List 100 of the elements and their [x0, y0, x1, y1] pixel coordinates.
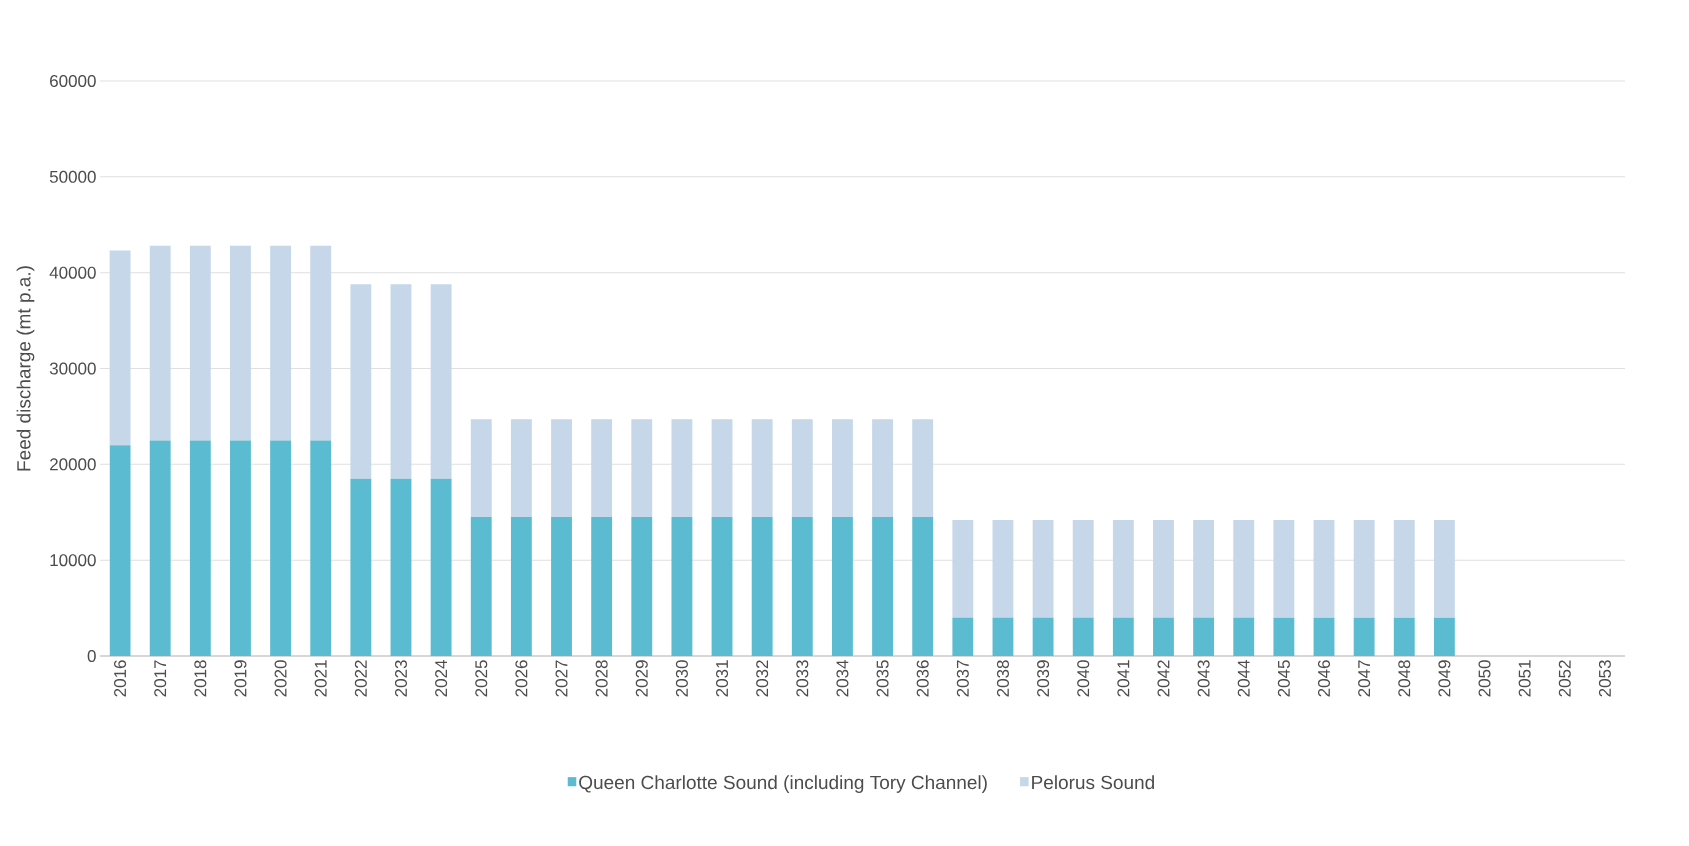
y-tick-label: 40000: [49, 266, 96, 279]
bar: [230, 245, 251, 441]
bar: [350, 284, 372, 479]
x-tick-label: 2032: [756, 660, 769, 697]
x-tick-label: 2035: [876, 660, 889, 697]
x-tick-label: 2038: [996, 660, 1009, 697]
bar: [671, 517, 693, 656]
x-tick-label: 2042: [1157, 660, 1170, 697]
x-tick-label: 2045: [1277, 660, 1290, 697]
x-tick-label: 2047: [1358, 660, 1371, 697]
bar: [671, 419, 693, 518]
bar: [1072, 519, 1094, 618]
x-tick-label: 2044: [1237, 660, 1250, 697]
x-tick-label: 2033: [796, 660, 809, 697]
y-tick-label: 30000: [49, 362, 96, 375]
bar: [1313, 617, 1335, 656]
bar: [310, 440, 332, 656]
bar: [1433, 519, 1455, 618]
bar: [912, 419, 934, 518]
bar: [1112, 519, 1134, 618]
bar: [551, 517, 572, 656]
bar: [510, 517, 532, 656]
bar: [1153, 519, 1174, 618]
bar: [470, 419, 492, 518]
bar: [1313, 519, 1335, 618]
bar: [791, 419, 813, 518]
x-tick-label: 2017: [154, 660, 167, 697]
y-tick-label: 20000: [50, 458, 96, 471]
bar: [1233, 617, 1255, 656]
bar: [189, 440, 211, 656]
x-tick-label: 2050: [1478, 660, 1491, 697]
x-tick-label: 2034: [836, 660, 849, 697]
bar: [109, 445, 131, 656]
bar: [390, 284, 412, 479]
y-tick-label: 60000: [50, 74, 96, 88]
bar: [1072, 617, 1094, 656]
x-tick-label: 2026: [515, 660, 528, 697]
bar: [1032, 617, 1054, 656]
x-tick-label: 2036: [916, 660, 929, 697]
bar: [1193, 519, 1215, 618]
legend-label: Pelorus Sound: [1032, 775, 1154, 790]
bar: [109, 250, 131, 446]
y-tick-label: 0: [87, 649, 96, 663]
x-tick-label: 2039: [1037, 660, 1050, 697]
bar: [952, 617, 974, 656]
bar: [1353, 519, 1375, 618]
bar: [831, 517, 853, 656]
bar: [872, 419, 893, 518]
bar: [551, 419, 572, 518]
bar: [1393, 617, 1415, 656]
x-tick-label: 2016: [114, 660, 127, 697]
x-tick-label: 2051: [1518, 660, 1531, 697]
bar: [270, 245, 292, 441]
legend-label: Queen Charlotte Sound (including Tory Channel): [579, 775, 987, 793]
bar: [350, 478, 372, 656]
x-tick-label: 2023: [394, 660, 408, 697]
x-tick-label: 2029: [635, 660, 648, 697]
x-tick-label: 2037: [956, 660, 969, 697]
bar: [1112, 617, 1134, 656]
x-tick-label: 2019: [234, 660, 247, 697]
bar: [1193, 617, 1215, 656]
bar: [1273, 519, 1295, 618]
bar: [1233, 519, 1255, 618]
bar: [390, 478, 412, 656]
x-tick-label: 2022: [354, 660, 367, 697]
bar: [711, 517, 733, 656]
bar: [1273, 617, 1295, 656]
bar: [510, 419, 532, 518]
bar: [1032, 519, 1054, 618]
bar: [430, 478, 452, 656]
x-tick-label: 2053: [1598, 660, 1611, 697]
bar: [430, 284, 452, 479]
x-tick-label: 2049: [1438, 660, 1451, 697]
bar: [1433, 617, 1455, 656]
bar: [470, 517, 492, 656]
bar: [1353, 617, 1375, 656]
bar: [1393, 519, 1415, 618]
y-tick-label: 50000: [49, 170, 96, 183]
bar: [189, 245, 211, 441]
y-tick-label: 10000: [50, 554, 96, 567]
x-tick-label: 2046: [1317, 660, 1331, 697]
bar: [591, 517, 613, 656]
bar: [270, 440, 292, 656]
bar: [992, 617, 1014, 656]
x-tick-label: 2043: [1197, 660, 1210, 697]
bar: [912, 517, 934, 656]
x-tick-label: 2024: [435, 660, 448, 697]
bar: [952, 519, 974, 618]
x-tick-label: 2027: [555, 660, 568, 697]
x-tick-label: 2025: [475, 660, 488, 697]
bar: [149, 440, 171, 656]
bar: [992, 519, 1014, 618]
x-tick-label: 2021: [314, 660, 327, 697]
y-axis-title: Feed discharge (mt p.a.): [16, 266, 35, 471]
bar: [149, 245, 171, 441]
bar: [872, 517, 893, 656]
bar: [310, 245, 332, 441]
x-tick-label: 2041: [1117, 660, 1130, 697]
bar: [230, 440, 251, 656]
x-tick-label: 2018: [194, 660, 207, 697]
